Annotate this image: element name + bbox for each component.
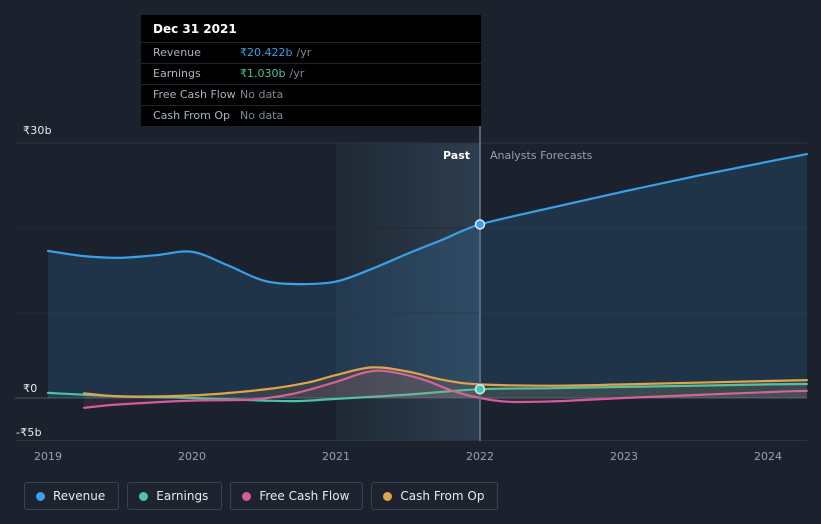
tooltip-row-cash-from-op: Cash From Op No data <box>141 105 481 126</box>
legend-label-revenue: Revenue <box>53 489 106 503</box>
tooltip-date: Dec 31 2021 <box>153 22 237 36</box>
x-axis-label-2019: 2019 <box>34 450 62 463</box>
tooltip-row-earnings: Earnings ₹1.030b /yr <box>141 63 481 84</box>
x-axis-label-2024: 2024 <box>754 450 782 463</box>
revenue-area <box>48 154 807 398</box>
revenue-line <box>46 153 808 286</box>
x-axis-label-2020: 2020 <box>178 450 206 463</box>
tooltip-row-revenue: Revenue ₹20.422b /yr <box>141 42 481 63</box>
tooltip-value-cash-from-op: No data <box>240 109 284 122</box>
cash-from-op-series-dot-icon <box>383 491 393 501</box>
earnings-area <box>48 384 807 402</box>
legend-item-cash-from-op[interactable]: Cash From Op <box>371 482 499 510</box>
earnings-line <box>46 382 808 403</box>
legend-label-earnings: Earnings <box>156 489 209 503</box>
legend: Revenue Earnings Free Cash Flow Cash Fro… <box>24 482 499 510</box>
x-axis-label-2022: 2022 <box>466 450 494 463</box>
x-axis-label-2021: 2021 <box>322 450 350 463</box>
legend-item-revenue[interactable]: Revenue <box>24 482 120 510</box>
legend-label-cash-from-op: Cash From Op <box>400 489 485 503</box>
tooltip-label-earnings: Earnings <box>153 67 201 80</box>
tooltip-value-free-cash-flow: No data <box>240 88 284 101</box>
tooltip-label-cash-from-op: Cash From Op <box>153 109 231 122</box>
free-cash-flow-line <box>82 369 808 409</box>
revenue-series-dot-icon <box>36 491 45 501</box>
legend-label-free-cash-flow: Free Cash Flow <box>259 489 350 503</box>
chart-tooltip: Dec 31 2021 Revenue ₹20.422b /yr Earning… <box>141 15 481 126</box>
tooltip-value-earnings: ₹1.030b <box>240 67 286 80</box>
legend-item-free-cash-flow[interactable]: Free Cash Flow <box>230 482 364 510</box>
revenue-marker <box>474 219 486 230</box>
y-axis-label-zero: ₹0 <box>23 382 38 395</box>
tooltip-label-free-cash-flow: Free Cash Flow <box>153 88 236 101</box>
tooltip-unit-revenue: /yr <box>296 46 312 59</box>
past-section-label: Past <box>443 149 470 162</box>
cash-from-op-line <box>82 366 808 398</box>
legend-item-earnings[interactable]: Earnings <box>127 482 223 510</box>
tooltip-value-revenue: ₹20.422b <box>240 46 293 59</box>
y-axis-label-neg5b: -₹5b <box>16 426 42 439</box>
tooltip-unit-earnings: /yr <box>289 67 305 80</box>
tooltip-label-revenue: Revenue <box>153 46 201 59</box>
analysts-forecasts-section-label: Analysts Forecasts <box>490 149 593 162</box>
x-axis-label-2023: 2023 <box>610 450 638 463</box>
free-cash-flow-series-dot-icon <box>242 491 252 501</box>
tooltip-row-free-cash-flow: Free Cash Flow No data <box>141 84 481 105</box>
y-axis-label-30b: ₹30b <box>23 124 52 137</box>
earnings-marker <box>474 383 486 395</box>
earnings-series-dot-icon <box>139 491 149 501</box>
